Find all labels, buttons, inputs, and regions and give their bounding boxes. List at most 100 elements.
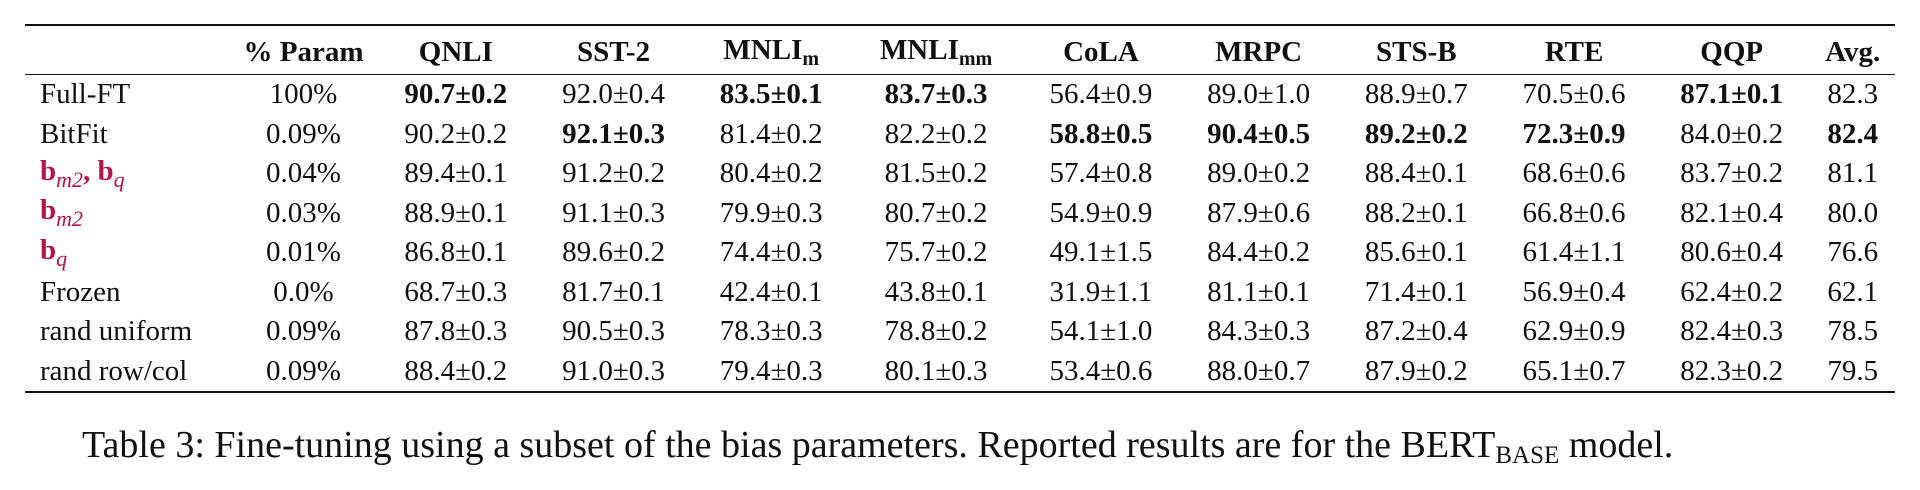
cell-cola: 54.9±0.9 bbox=[1049, 196, 1153, 229]
cell-cola: 58.8±0.5 bbox=[1049, 117, 1153, 150]
method-symbol-sub: m2 bbox=[56, 206, 84, 232]
cell-mnli-mm: 80.7±0.2 bbox=[884, 196, 988, 229]
cell-method: bm2, bq bbox=[25, 154, 230, 194]
cell-qqp: 62.4±0.2 bbox=[1680, 275, 1784, 308]
cell-stsb: 85.6±0.1 bbox=[1364, 236, 1468, 269]
table-caption: Table 3: Fine-tuning using a subset of t… bbox=[82, 423, 1673, 470]
cell-mnli-mm: 43.8±0.1 bbox=[884, 275, 988, 308]
cell-param: 0.03% bbox=[266, 196, 341, 229]
cell-cola: 56.4±0.9 bbox=[1049, 78, 1153, 111]
cell-qnli: 89.4±0.1 bbox=[404, 157, 508, 190]
cell-avg: 81.1 bbox=[1827, 157, 1879, 190]
header-mnli-m-sub: m bbox=[802, 47, 820, 70]
cell-avg: 76.6 bbox=[1827, 236, 1879, 269]
table-row-full-ft: Full-FT 100% 90.7±0.2 92.0±0.4 83.5±0.1 … bbox=[25, 75, 1895, 115]
cell-mrpc: 90.4±0.5 bbox=[1207, 117, 1311, 150]
cell-qqp: 82.1±0.4 bbox=[1680, 196, 1784, 229]
cell-rte: 61.4±1.1 bbox=[1522, 236, 1626, 269]
cell-method: Full-FT bbox=[40, 78, 131, 111]
method-symbol-b: b bbox=[97, 154, 114, 187]
header-row: % Param QNLI SST-2 MNLIm MNLImm CoLA MRP… bbox=[25, 25, 1895, 75]
cell-mrpc: 88.0±0.7 bbox=[1179, 351, 1338, 393]
cell-cola: 31.9±1.1 bbox=[1049, 275, 1153, 308]
method-symbol-sep: , bbox=[83, 154, 98, 187]
cell-qnli: 68.7±0.3 bbox=[404, 275, 508, 308]
cell-stsb: 88.4±0.1 bbox=[1364, 157, 1468, 190]
header-mrpc: MRPC bbox=[1179, 25, 1338, 75]
cell-qnli: 90.2±0.2 bbox=[404, 117, 508, 150]
cell-avg: 82.4 bbox=[1827, 117, 1879, 150]
cell-mnli-mm: 80.1±0.3 bbox=[850, 351, 1023, 393]
cell-mrpc: 87.9±0.6 bbox=[1207, 196, 1311, 229]
table-row-frozen: Frozen 0.0% 68.7±0.3 81.7±0.1 42.4±0.1 4… bbox=[25, 273, 1895, 313]
cell-avg: 80.0 bbox=[1827, 196, 1879, 229]
cell-qqp: 87.1±0.1 bbox=[1680, 78, 1784, 111]
cell-method: Frozen bbox=[40, 275, 121, 308]
caption-suffix: model. bbox=[1559, 424, 1674, 466]
cell-sst2: 92.0±0.4 bbox=[562, 78, 665, 111]
cell-mrpc: 89.0±0.2 bbox=[1207, 157, 1311, 190]
cell-mrpc: 81.1±0.1 bbox=[1207, 275, 1311, 308]
caption-prefix: Table 3: Fine-tuning using a subset of t… bbox=[82, 424, 1496, 466]
results-table-container: % Param QNLI SST-2 MNLIm MNLImm CoLA MRP… bbox=[25, 24, 1895, 393]
cell-qqp: 82.4±0.3 bbox=[1680, 315, 1784, 348]
header-mnli-mm-sub: mm bbox=[958, 47, 993, 70]
table-row-rand-row-col: rand row/col 0.09% 88.4±0.2 91.0±0.3 79.… bbox=[25, 351, 1895, 393]
cell-qnli: 86.8±0.1 bbox=[404, 236, 508, 269]
header-mnli-m: MNLIm bbox=[692, 25, 851, 75]
cell-param: 0.09% bbox=[230, 351, 377, 393]
cell-qnli: 88.9±0.1 bbox=[404, 196, 508, 229]
cell-rte: 65.1±0.7 bbox=[1495, 351, 1653, 393]
results-table: % Param QNLI SST-2 MNLIm MNLImm CoLA MRP… bbox=[25, 24, 1895, 393]
cell-mnli-mm: 82.2±0.2 bbox=[884, 117, 988, 150]
cell-mnli-mm: 75.7±0.2 bbox=[884, 236, 988, 269]
cell-method: bq bbox=[25, 233, 230, 273]
cell-qnli: 87.8±0.3 bbox=[404, 315, 508, 348]
cell-mrpc: 84.4±0.2 bbox=[1207, 236, 1311, 269]
cell-qqp: 83.7±0.2 bbox=[1680, 157, 1784, 190]
cell-cola: 54.1±1.0 bbox=[1049, 315, 1153, 348]
header-mnli-mm-base: MNLI bbox=[879, 33, 959, 66]
cell-mnli-m: 81.4±0.2 bbox=[719, 117, 823, 150]
cell-mnli-m: 74.4±0.3 bbox=[719, 236, 823, 269]
cell-mnli-m: 78.3±0.3 bbox=[719, 315, 823, 348]
table-body: Full-FT 100% 90.7±0.2 92.0±0.4 83.5±0.1 … bbox=[25, 75, 1895, 393]
method-symbol-sub: q bbox=[56, 245, 68, 271]
cell-rte: 66.8±0.6 bbox=[1522, 196, 1626, 229]
cell-param: 0.09% bbox=[266, 315, 341, 348]
cell-sst2: 90.5±0.3 bbox=[562, 315, 665, 348]
cell-sst2: 91.1±0.3 bbox=[562, 196, 665, 229]
table-row-rand-uniform: rand uniform 0.09% 87.8±0.3 90.5±0.3 78.… bbox=[25, 312, 1895, 352]
header-cola: CoLA bbox=[1022, 25, 1180, 75]
cell-qqp: 80.6±0.4 bbox=[1680, 236, 1784, 269]
cell-qqp: 84.0±0.2 bbox=[1680, 117, 1784, 150]
cell-param: 0.09% bbox=[266, 117, 341, 150]
cell-cola: 49.1±1.5 bbox=[1049, 236, 1153, 269]
cell-mrpc: 89.0±1.0 bbox=[1207, 78, 1311, 111]
cell-cola: 57.4±0.8 bbox=[1049, 157, 1153, 190]
table-row-bm2-bq: bm2, bq 0.04% 89.4±0.1 91.2±0.2 80.4±0.2… bbox=[25, 154, 1895, 194]
header-rte: RTE bbox=[1495, 25, 1653, 75]
header-qqp: QQP bbox=[1652, 25, 1811, 75]
cell-stsb: 89.2±0.2 bbox=[1364, 117, 1468, 150]
cell-mnli-m: 79.4±0.3 bbox=[692, 351, 851, 393]
cell-rte: 62.9±0.9 bbox=[1522, 315, 1626, 348]
cell-avg: 62.1 bbox=[1827, 275, 1879, 308]
cell-stsb: 88.2±0.1 bbox=[1364, 196, 1468, 229]
cell-mnli-m: 80.4±0.2 bbox=[719, 157, 823, 190]
cell-method: rand uniform bbox=[40, 315, 193, 348]
method-symbol-b: b bbox=[40, 194, 57, 227]
cell-param: 0.01% bbox=[266, 236, 341, 269]
cell-method: BitFit bbox=[40, 117, 108, 150]
cell-param: 0.0% bbox=[273, 275, 334, 308]
cell-mnli-m: 79.9±0.3 bbox=[719, 196, 823, 229]
table-header: % Param QNLI SST-2 MNLIm MNLImm CoLA MRP… bbox=[25, 25, 1895, 75]
header-method bbox=[25, 25, 230, 75]
method-symbol-sub: m2 bbox=[56, 166, 84, 192]
cell-mnli-mm: 83.7±0.3 bbox=[884, 78, 988, 111]
method-symbol: bm2, bq bbox=[40, 154, 125, 190]
cell-sst2: 91.0±0.3 bbox=[534, 351, 693, 393]
cell-qnli: 90.7±0.2 bbox=[404, 78, 508, 111]
cell-mnli-mm: 81.5±0.2 bbox=[884, 157, 988, 190]
method-symbol-b: b bbox=[40, 233, 57, 266]
